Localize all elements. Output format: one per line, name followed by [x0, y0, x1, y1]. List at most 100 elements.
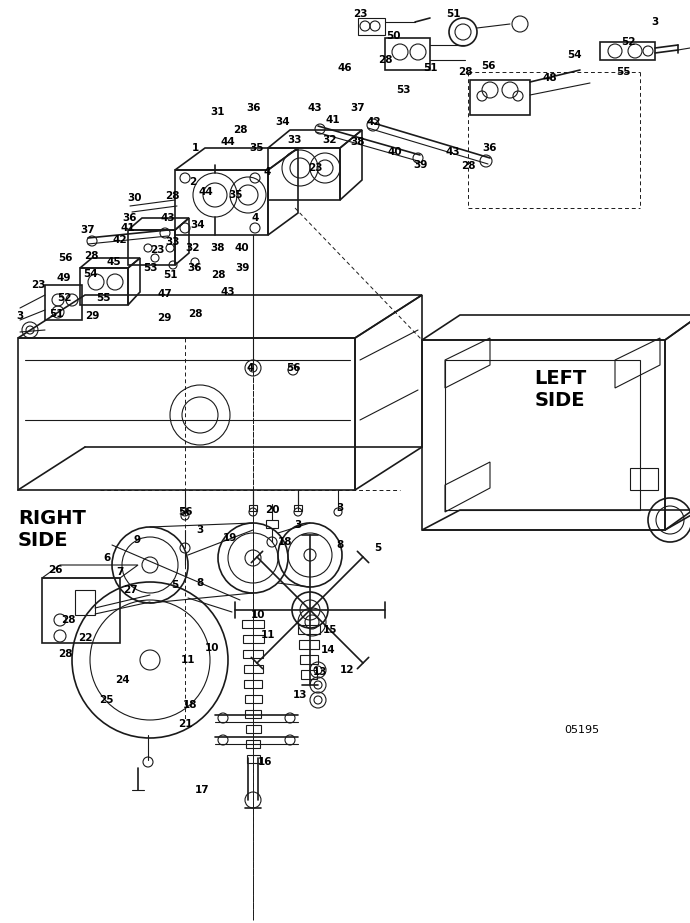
Text: 15: 15: [323, 625, 337, 635]
Text: 28: 28: [58, 649, 72, 659]
Text: 52: 52: [57, 293, 71, 303]
Text: 30: 30: [128, 193, 142, 203]
Text: 41: 41: [121, 223, 135, 233]
Text: 52: 52: [621, 37, 635, 47]
Text: 56: 56: [58, 253, 72, 263]
Text: 3: 3: [295, 520, 302, 530]
Text: 11: 11: [261, 630, 275, 640]
Text: 27: 27: [123, 585, 137, 595]
Text: 33: 33: [166, 237, 180, 247]
Text: 35: 35: [250, 143, 264, 153]
Text: 39: 39: [413, 160, 427, 170]
Text: 51: 51: [446, 9, 460, 19]
Text: 43: 43: [308, 103, 322, 113]
Text: 8: 8: [197, 578, 204, 588]
Text: 43: 43: [161, 213, 175, 223]
Bar: [243, 650, 263, 658]
Text: 10: 10: [205, 643, 219, 653]
Text: 11: 11: [181, 655, 195, 665]
Text: 32: 32: [186, 243, 200, 253]
Text: 25: 25: [99, 695, 113, 705]
Bar: [42, 578, 120, 643]
Bar: [246, 740, 260, 748]
Text: 38: 38: [351, 137, 365, 147]
Text: 18: 18: [183, 700, 197, 710]
Text: 23: 23: [31, 280, 46, 290]
Text: 3: 3: [197, 525, 204, 535]
Text: 36: 36: [188, 263, 202, 273]
Text: 37: 37: [81, 225, 95, 235]
Text: 44: 44: [221, 137, 235, 147]
Text: 31: 31: [210, 107, 225, 117]
Text: 12: 12: [339, 665, 354, 675]
Text: 36: 36: [483, 143, 497, 153]
Bar: [245, 710, 261, 718]
Text: 28: 28: [461, 161, 475, 171]
Text: 29: 29: [157, 313, 171, 323]
Text: 05195: 05195: [564, 725, 600, 735]
Text: 34: 34: [190, 220, 206, 230]
Text: 21: 21: [178, 719, 193, 729]
Bar: [242, 635, 264, 643]
Text: 34: 34: [276, 117, 290, 127]
Text: 48: 48: [543, 73, 558, 83]
Text: LEFT
SIDE: LEFT SIDE: [534, 369, 586, 411]
Bar: [298, 625, 320, 634]
Text: 51: 51: [423, 63, 437, 73]
Text: 23: 23: [353, 9, 367, 19]
Text: 32: 32: [323, 135, 337, 145]
Text: 13: 13: [293, 690, 307, 700]
Text: 45: 45: [107, 257, 121, 267]
Text: 1: 1: [191, 143, 199, 153]
Text: 47: 47: [157, 289, 172, 299]
Text: 24: 24: [115, 675, 129, 685]
Text: 36: 36: [247, 103, 262, 113]
Bar: [301, 670, 317, 679]
Text: 14: 14: [321, 645, 335, 655]
Text: 19: 19: [223, 533, 237, 543]
Text: 8: 8: [337, 540, 344, 550]
Text: 56: 56: [286, 363, 300, 373]
Text: 16: 16: [258, 757, 273, 767]
Text: 23: 23: [308, 163, 322, 173]
Text: 6: 6: [104, 553, 110, 563]
Bar: [249, 505, 257, 511]
Text: 35: 35: [229, 190, 244, 200]
Text: 5: 5: [171, 580, 179, 590]
Text: 54: 54: [568, 50, 582, 60]
Text: 42: 42: [112, 235, 128, 245]
Text: 36: 36: [123, 213, 137, 223]
Text: 18: 18: [278, 537, 293, 547]
Bar: [244, 695, 262, 703]
Text: 53: 53: [396, 85, 411, 95]
Text: 53: 53: [143, 263, 157, 273]
Text: 4: 4: [264, 167, 270, 177]
Text: 50: 50: [386, 31, 400, 41]
Bar: [246, 725, 261, 733]
Text: 28: 28: [210, 270, 225, 280]
Text: 23: 23: [150, 245, 164, 255]
Text: RIGHT
SIDE: RIGHT SIDE: [18, 509, 86, 550]
Text: 2: 2: [189, 177, 197, 187]
Text: 28: 28: [83, 251, 98, 261]
Text: 10: 10: [250, 610, 265, 620]
Text: 33: 33: [288, 135, 302, 145]
Text: 28: 28: [165, 191, 179, 201]
Text: 51: 51: [49, 309, 63, 319]
Text: 55: 55: [96, 293, 110, 303]
Text: 44: 44: [199, 187, 213, 197]
Text: 26: 26: [48, 565, 62, 575]
Text: 40: 40: [388, 147, 402, 157]
Text: 9: 9: [133, 535, 141, 545]
Text: 20: 20: [265, 505, 279, 515]
Text: 22: 22: [78, 633, 92, 643]
Text: 3: 3: [337, 503, 344, 513]
Text: 3: 3: [651, 17, 659, 27]
Text: 28: 28: [233, 125, 247, 135]
Text: 56: 56: [481, 61, 495, 71]
Text: 43: 43: [221, 287, 235, 297]
Bar: [246, 755, 259, 763]
Bar: [244, 665, 262, 673]
Text: 4: 4: [246, 363, 254, 373]
Text: 41: 41: [326, 115, 340, 125]
